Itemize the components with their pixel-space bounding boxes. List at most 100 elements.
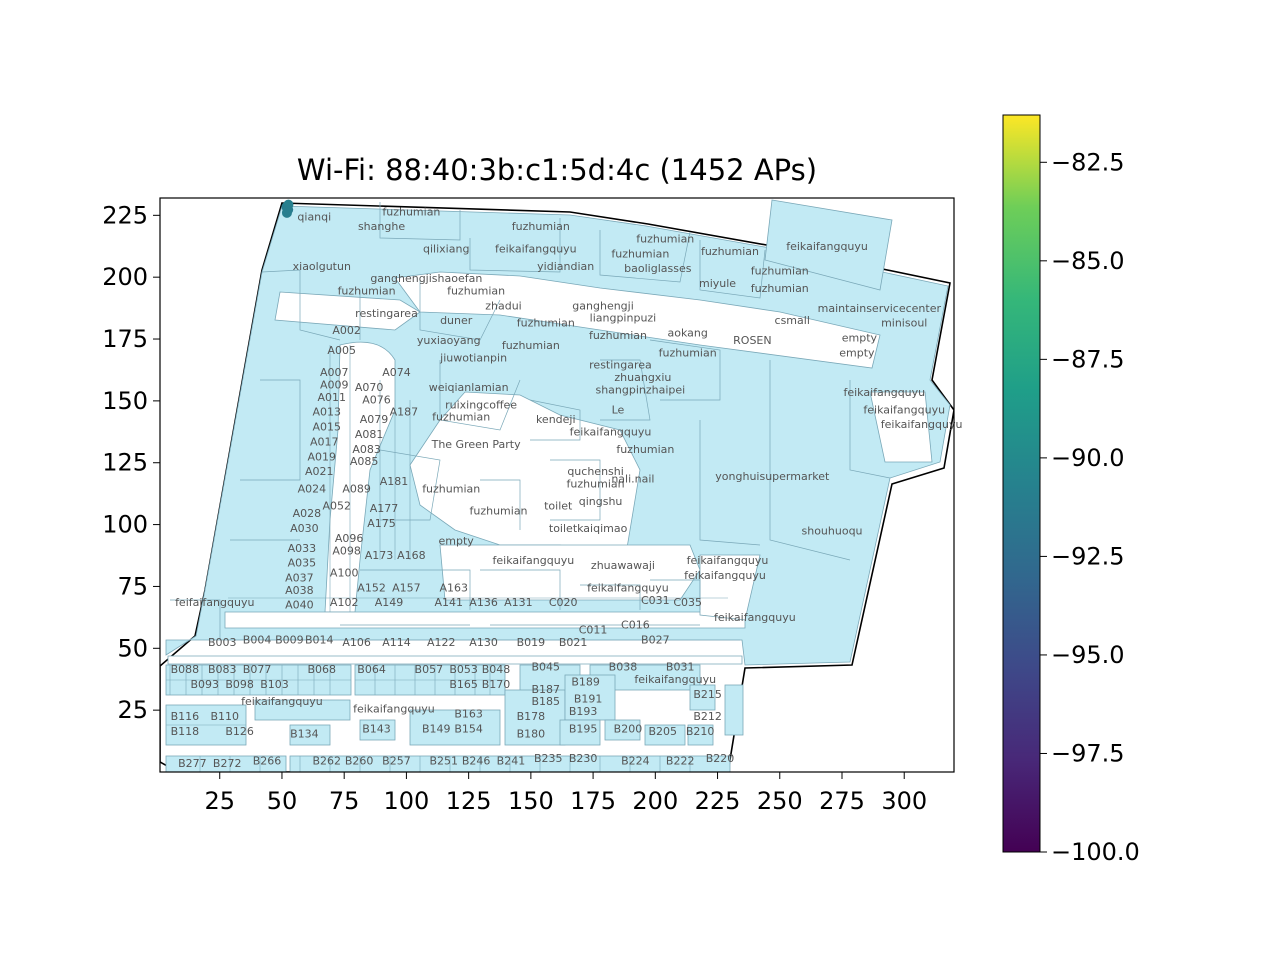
shop-label: feikaifangquyu (843, 386, 925, 399)
shop-label: xiaolgutun (293, 260, 351, 273)
shop-label: csmall (775, 314, 810, 327)
shop-label: A028 (293, 507, 322, 520)
shop-label: toilet (544, 500, 573, 513)
shop-label: A021 (305, 465, 334, 478)
shop-label: B027 (641, 633, 670, 646)
shop-label: ganghengjishaoefan (370, 272, 482, 285)
shop-label: B154 (454, 722, 483, 735)
y-tick-label: 225 (102, 201, 148, 229)
shop-label: qianqi (297, 210, 331, 223)
shop-label: shanghe (358, 220, 405, 233)
shop-label: liangpinpuzi (590, 312, 657, 325)
shop-label: fuzhumian (422, 482, 480, 495)
mid-corridor (439, 544, 701, 601)
shop-label: A141 (434, 596, 463, 609)
shop-label: A187 (390, 406, 419, 419)
shop-label: feikaifangquyu (353, 703, 435, 716)
shop-label: yuxiaoyang (417, 334, 481, 347)
shop-label: A152 (357, 581, 386, 594)
x-tick-label: 25 (204, 787, 235, 815)
shop-label: B048 (482, 663, 511, 676)
shop-label: B009 (275, 633, 304, 646)
shop-label: B210 (686, 725, 715, 738)
shop-label: fuzhumian (502, 339, 560, 352)
shop-label: B272 (213, 757, 242, 770)
shop-label: B170 (482, 678, 511, 691)
shop-label: B189 (571, 675, 600, 688)
shop-label: fuzhumian (589, 329, 647, 342)
shop-label: fuzhumian (611, 247, 669, 260)
shop-label: A011 (317, 391, 346, 404)
colorbar-tick-label: −97.5 (1051, 739, 1125, 767)
shop-label: fuzhumian (517, 317, 575, 330)
shop-label: aokang (668, 327, 708, 340)
shop-label: A130 (469, 636, 498, 649)
shop-label: fuzhumian (751, 265, 809, 278)
shop-label: A040 (285, 599, 314, 612)
south-corridor-upper (224, 611, 746, 629)
shop-label: yidiandian (537, 260, 594, 273)
x-axis: 25 50 75 100 125 150 175 200 225 250 275 300 (204, 772, 927, 815)
y-tick-label: 50 (117, 634, 148, 662)
shop-label: B222 (666, 755, 695, 768)
shop-label: fuzhumian (567, 477, 625, 490)
rssi-scatter (281, 199, 294, 218)
y-tick-label: 200 (102, 263, 148, 291)
shop-label: A019 (308, 450, 337, 463)
shop-label: duner (440, 314, 473, 327)
shop-label: fuzhumian (432, 411, 490, 424)
shop-label: B235 (534, 752, 563, 765)
shop-label: quchenshi (567, 465, 623, 478)
shop-label: B014 (305, 633, 334, 646)
x-tick-label: 125 (446, 787, 492, 815)
shop-label: A177 (370, 502, 399, 515)
shop-label: B205 (649, 725, 678, 738)
colorbar-tick-label: −100.0 (1051, 838, 1140, 866)
shop-label: fuzhumian (338, 284, 396, 297)
shop-label: A122 (427, 636, 456, 649)
shop-label: A002 (332, 324, 361, 337)
shop-label: B083 (208, 663, 237, 676)
shop-label: B116 (171, 710, 200, 723)
x-tick-label: 100 (384, 787, 430, 815)
shop-label: C011 (579, 623, 608, 636)
shop-label: nali.nail (611, 473, 654, 486)
shop-label: minisoul (881, 317, 927, 330)
shop-label: B045 (532, 661, 561, 674)
shop-label: A136 (469, 596, 498, 609)
shop-label: empty (839, 346, 875, 359)
shop-label: A007 (320, 366, 349, 379)
shop-label: A096 (335, 532, 364, 545)
shop-label: zhadui (485, 299, 522, 312)
shop-label: ganghengji (572, 299, 633, 312)
colorbar-tick-label: −90.0 (1051, 444, 1125, 472)
shop-label: B187 (532, 683, 561, 696)
shop-label: B057 (415, 663, 444, 676)
shop-label: B178 (517, 710, 546, 723)
north-corridor (394, 271, 881, 369)
x-tick-label: 300 (881, 787, 927, 815)
shop-label: A017 (310, 435, 339, 448)
shop-label: baoliglasses (624, 262, 692, 275)
shop-label: B064 (357, 663, 386, 676)
shop-label: A005 (327, 344, 356, 357)
shop-label: B143 (362, 722, 391, 735)
shop-label: A100 (330, 567, 359, 580)
shop-label: A157 (392, 581, 421, 594)
shop-label: B257 (382, 755, 411, 768)
shop-label: A089 (342, 482, 371, 495)
y-tick-label: 25 (117, 696, 148, 724)
shop-label: B098 (225, 678, 254, 691)
shop-label: A038 (285, 584, 314, 597)
shop-label: A173 (365, 549, 394, 562)
shop-label: B003 (208, 636, 237, 649)
shop-label: B110 (210, 710, 239, 723)
shop-label: A079 (360, 413, 389, 426)
shop-label: A083 (352, 443, 381, 456)
shop-label: zhuangxiu (614, 371, 671, 384)
shop-label: ruixingcoffee (445, 398, 517, 411)
shop-label: A149 (375, 596, 404, 609)
shop-label: yonghuisupermarket (715, 470, 830, 483)
shop-label: B053 (449, 663, 478, 676)
shop-label: fuzhumian (447, 284, 505, 297)
